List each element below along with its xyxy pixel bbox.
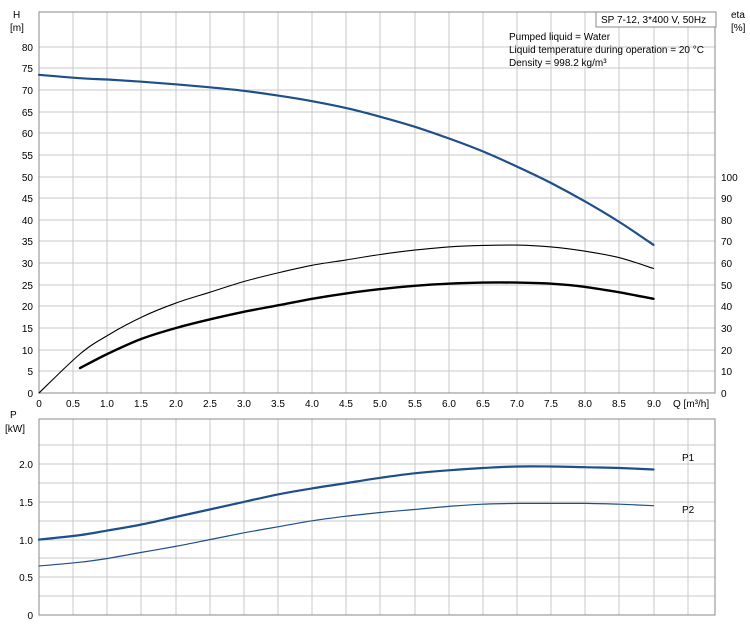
y-axis-label-h-unit: [m] xyxy=(10,23,24,34)
chart-title: SP 7-12, 3*400 V, 50Hz xyxy=(601,15,706,26)
top-plot-frame xyxy=(38,11,716,394)
x-tick-label: 5.5 xyxy=(408,399,422,410)
y-tick-label: 75 xyxy=(22,64,34,75)
grid-layer xyxy=(38,12,715,616)
text-layer: H [m] eta [%] Q [m³/h] P [kW] SP 7-12, 3… xyxy=(5,10,746,622)
x-tick-label: 9.0 xyxy=(647,399,661,410)
x-tick-label: 3.5 xyxy=(271,399,285,410)
y-tick-label: 80 xyxy=(22,43,34,54)
x-tick-label: 1.5 xyxy=(134,399,148,410)
y2-tick-label: 50 xyxy=(721,281,733,292)
y2-tick-label: 70 xyxy=(721,237,733,248)
y2-tick-label: 60 xyxy=(721,259,733,270)
x-tick-label: 3.0 xyxy=(237,399,251,410)
title-box xyxy=(595,11,717,28)
y-tick-label: 60 xyxy=(22,129,34,140)
y2-axis-label-eta-unit: [%] xyxy=(731,23,746,34)
x-tick-label: 4.5 xyxy=(339,399,353,410)
y2-tick-label: 80 xyxy=(721,216,733,227)
x-tick-label: 5.0 xyxy=(373,399,387,410)
y2-tick-label: 40 xyxy=(721,302,733,313)
x-tick-label: 1.0 xyxy=(100,399,114,410)
y-tick-label: 30 xyxy=(22,259,34,270)
series-layer xyxy=(37,73,655,567)
efficiency-curve-eta-pump xyxy=(78,281,655,370)
x-tick-label: 2.0 xyxy=(169,399,183,410)
p-tick-label: 1.5 xyxy=(19,498,33,509)
y-tick-label: 25 xyxy=(22,281,34,292)
y2-tick-label: 30 xyxy=(721,324,733,335)
frame-layer xyxy=(38,11,716,616)
info-line-temperature: Liquid temperature during operation = 20… xyxy=(509,45,704,56)
power-curve-p2 xyxy=(38,502,655,567)
p-tick-label: 0.5 xyxy=(19,573,33,584)
head-curve-h xyxy=(37,73,655,246)
y-tick-label: 10 xyxy=(22,346,34,357)
y-tick-label: 65 xyxy=(22,108,34,119)
y-axis-label-p-unit: [kW] xyxy=(5,424,25,435)
x-tick-label: 6.5 xyxy=(476,399,490,410)
y2-tick-label: 10 xyxy=(721,367,733,378)
y2-axis-label-eta: eta xyxy=(731,10,745,21)
x-tick-label: 0 xyxy=(36,399,42,410)
x-tick-label: 7.5 xyxy=(544,399,558,410)
p-tick-label: 0 xyxy=(27,611,33,622)
info-line-liquid: Pumped liquid = Water xyxy=(509,32,611,43)
efficiency-curve-eta-total xyxy=(38,244,655,394)
y-tick-label: 20 xyxy=(22,302,34,313)
x-tick-label: 4.0 xyxy=(305,399,319,410)
x-tick-label: 0.5 xyxy=(66,399,80,410)
x-tick-label: 8.0 xyxy=(578,399,592,410)
p-tick-label: 2.0 xyxy=(19,460,33,471)
power-curve-p1 xyxy=(37,465,655,541)
y-tick-label: 0 xyxy=(27,389,33,400)
y-tick-label: 45 xyxy=(22,194,34,205)
y-tick-label: 70 xyxy=(22,86,34,97)
p-tick-label: 1.0 xyxy=(19,536,33,547)
bottom-plot-frame xyxy=(38,418,716,616)
x-tick-label: 8.5 xyxy=(612,399,626,410)
info-line-density: Density = 998.2 kg/m³ xyxy=(509,58,607,69)
y-tick-label: 40 xyxy=(22,216,34,227)
y-tick-label: 5 xyxy=(27,367,33,378)
y-tick-label: 35 xyxy=(22,237,34,248)
y2-tick-label: 0 xyxy=(721,389,727,400)
y-axis-label-h: H xyxy=(13,10,20,21)
x-tick-label: 2.5 xyxy=(203,399,217,410)
y2-tick-label: 90 xyxy=(721,194,733,205)
x-axis-label-q: Q [m³/h] xyxy=(673,399,709,410)
y-tick-label: 50 xyxy=(22,173,34,184)
series-label-p2: P2 xyxy=(682,505,695,516)
y2-tick-label: 20 xyxy=(721,346,733,357)
x-tick-label: 7.0 xyxy=(510,399,524,410)
y-tick-label: 15 xyxy=(22,324,34,335)
x-tick-label: 6.0 xyxy=(442,399,456,410)
y-tick-label: 55 xyxy=(22,151,34,162)
series-label-p1: P1 xyxy=(682,453,695,464)
y2-tick-label: 100 xyxy=(721,173,738,184)
y-axis-label-p: P xyxy=(10,410,17,421)
